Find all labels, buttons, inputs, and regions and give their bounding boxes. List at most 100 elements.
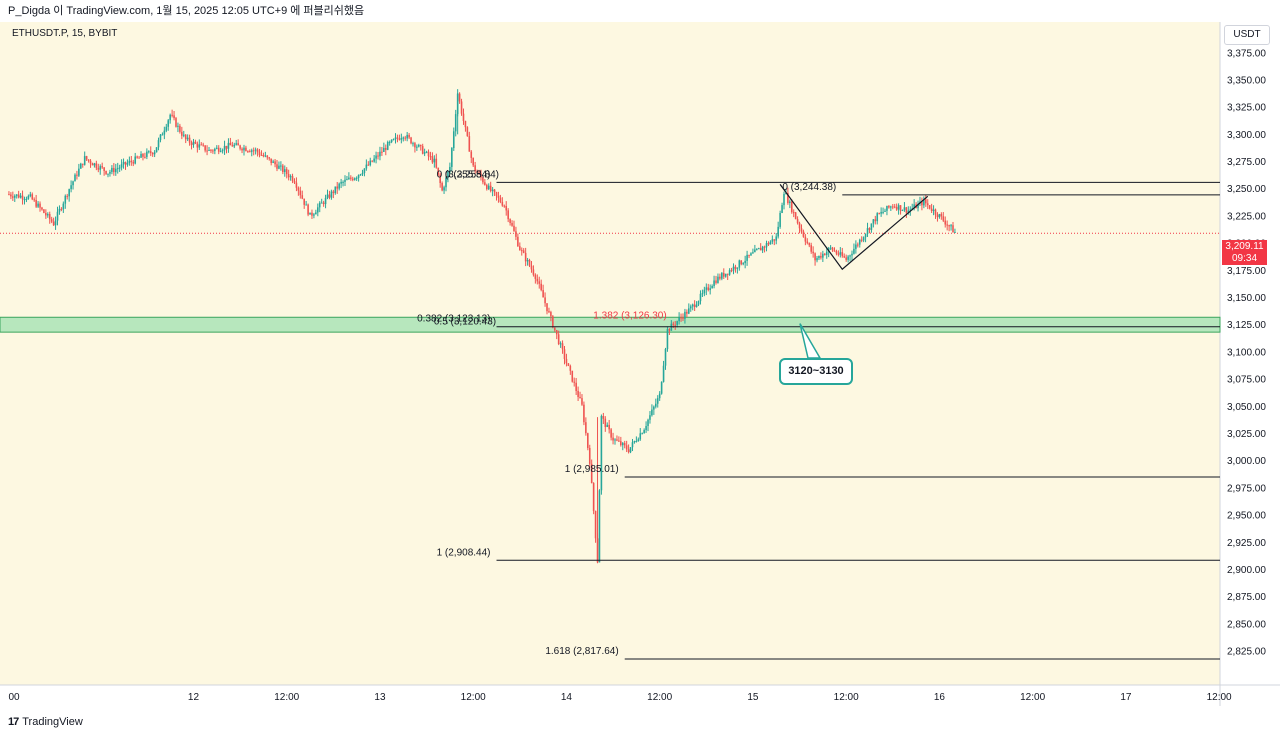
candle-body: [250, 150, 253, 152]
candle-body: [410, 137, 412, 144]
price-axis-tick-label: 3,025.00: [1227, 429, 1266, 440]
candle-body: [522, 250, 525, 253]
pattern-trendline[interactable]: [779, 184, 929, 271]
candle-body: [214, 148, 216, 151]
candle-body: [299, 190, 302, 196]
candle-body: [579, 396, 581, 399]
price-axis-tick-label: 3,275.00: [1227, 157, 1266, 168]
price-chart[interactable]: 0 (3,255.84)0 (3,255.84) 0 (3,244.38) 0.38…: [0, 22, 1280, 710]
candle-body: [686, 311, 688, 314]
candle-body: [19, 195, 22, 198]
candle-body: [80, 163, 82, 169]
candle-body: [437, 167, 440, 175]
price-axis-tick-label: 3,075.00: [1227, 375, 1266, 386]
candle-body: [429, 156, 432, 158]
candle-body: [649, 415, 651, 420]
candle-body: [707, 287, 710, 291]
candle-body: [237, 143, 239, 146]
candle-body: [357, 174, 360, 178]
candle-body: [893, 206, 896, 208]
candle-body: [283, 169, 286, 173]
chart-plot-area[interactable]: [0, 22, 1220, 685]
candle-body: [254, 149, 257, 151]
tradingview-logo-icon: 17: [8, 716, 19, 728]
candle-body: [635, 441, 638, 443]
candle-body: [72, 181, 74, 186]
candle-body: [798, 223, 801, 229]
candle-body: [200, 144, 203, 146]
candle-body: [138, 157, 140, 159]
candle-body: [513, 225, 515, 232]
candle-body: [13, 195, 16, 198]
candle-body: [620, 441, 622, 446]
candle-body: [783, 193, 785, 206]
candle-body: [474, 165, 476, 172]
candle-body: [62, 203, 65, 210]
candle-body: [763, 246, 766, 248]
candle-body: [583, 404, 585, 423]
candle-body: [515, 231, 517, 237]
candle-body: [309, 212, 311, 215]
candle-body: [703, 289, 706, 294]
candle-body: [140, 153, 142, 158]
candle-body: [435, 158, 438, 168]
candle-body: [592, 483, 595, 511]
candle-body: [664, 349, 667, 366]
candle-body: [287, 174, 290, 178]
price-axis-tick-label: 2,825.00: [1227, 647, 1266, 658]
footer-brand-text: TradingView: [22, 716, 83, 728]
candle-body: [25, 198, 28, 200]
candle-body: [186, 137, 189, 140]
currency-button[interactable]: USDT: [1224, 25, 1270, 45]
candle-body: [342, 181, 344, 183]
candle-body: [142, 153, 144, 157]
candle-body: [181, 131, 183, 136]
candle-body: [264, 155, 267, 157]
fib-level-label: 1.382 (3,126.30): [593, 310, 666, 321]
symbol-legend[interactable]: ETHUSDT.P, 15, BYBIT: [12, 28, 118, 39]
candle-body: [769, 241, 772, 245]
candle-body: [845, 257, 847, 260]
candle-body: [505, 206, 508, 211]
candle-body: [767, 243, 770, 245]
candle-body: [272, 161, 274, 163]
price-axis-tick-label: 2,850.00: [1227, 619, 1266, 630]
candle-body: [682, 317, 684, 319]
candle-body: [116, 168, 119, 170]
candle-body: [206, 150, 208, 152]
price-axis-tick-label: 2,950.00: [1227, 511, 1266, 522]
candle-body: [565, 358, 568, 364]
candle-body: [120, 164, 123, 168]
support-zone-callout[interactable]: 3120~3130: [779, 358, 853, 385]
candle-body: [806, 241, 809, 244]
candle-body: [923, 199, 925, 206]
candle-body: [672, 323, 675, 325]
candle-body: [386, 142, 389, 150]
candle-body: [37, 203, 39, 207]
candle-body: [734, 266, 737, 269]
time-axis-tick-label: 12:00: [274, 692, 299, 703]
candle-body: [105, 170, 107, 174]
candle-body: [705, 287, 708, 290]
candle-body: [752, 252, 754, 254]
candle-body: [305, 204, 307, 206]
candle-body: [495, 192, 498, 196]
candle-body: [880, 211, 882, 214]
candle-body: [122, 161, 125, 165]
candle-body: [301, 195, 304, 199]
candle-body: [215, 147, 218, 149]
candle-body: [948, 225, 950, 227]
candle-body: [427, 151, 430, 157]
candle-body: [569, 365, 572, 371]
candle-body: [950, 225, 952, 227]
candle-body: [489, 185, 492, 191]
candle-body: [379, 151, 381, 157]
candle-body: [313, 214, 315, 216]
candle-body: [680, 317, 682, 319]
support-zone[interactable]: [0, 316, 1221, 333]
candle-body: [68, 189, 70, 197]
candle-body: [177, 125, 179, 127]
candle-body: [639, 433, 642, 440]
candle-body: [452, 131, 455, 149]
candle-body: [89, 160, 92, 164]
